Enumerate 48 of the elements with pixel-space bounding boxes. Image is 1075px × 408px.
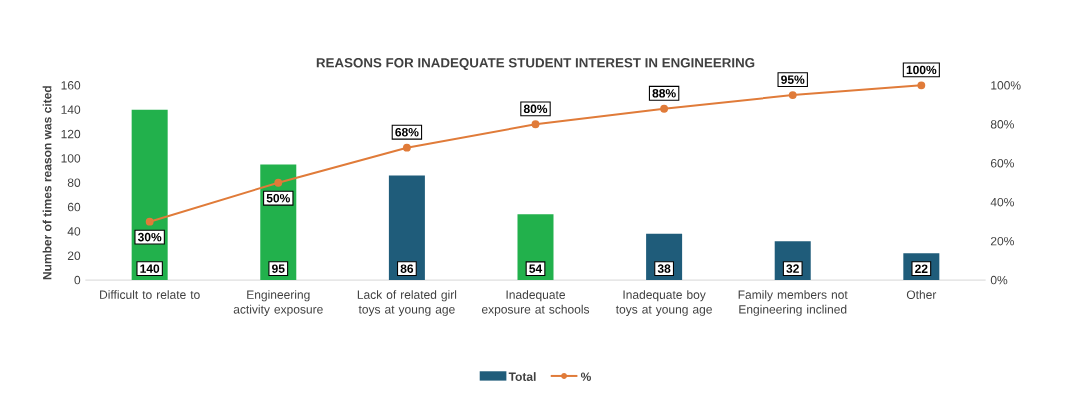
data-label: 86 bbox=[400, 264, 414, 273]
y2-tick-label: 60% bbox=[990, 158, 1014, 168]
y2-tick-label: 40% bbox=[990, 197, 1014, 207]
data-label: 38 bbox=[657, 264, 671, 273]
y-tick-label: 60 bbox=[67, 202, 81, 212]
data-label: 88% bbox=[652, 88, 676, 98]
y2-tick-label: 0% bbox=[990, 275, 1008, 285]
x-tick-label: Difficult to relate to bbox=[100, 290, 200, 299]
x-tick-label: Lack of related girl toys at young age bbox=[357, 290, 457, 316]
data-label: 80% bbox=[523, 104, 548, 114]
point bbox=[660, 104, 669, 113]
y2-tick-label: 100% bbox=[991, 81, 1021, 90]
point bbox=[917, 81, 926, 90]
y-tick-label: 80 bbox=[67, 178, 81, 187]
y-axis-title: Number of times reason was cited bbox=[42, 86, 52, 280]
data-label: 95 bbox=[272, 264, 285, 273]
point bbox=[274, 178, 283, 187]
y-tick-label: 0 bbox=[74, 275, 81, 285]
y-tick-label: 160 bbox=[61, 81, 81, 90]
y2-tick-label: 20% bbox=[990, 236, 1014, 246]
data-label: 30% bbox=[137, 232, 162, 242]
y-tick-label: 100 bbox=[61, 154, 81, 163]
data-label: 50% bbox=[266, 193, 290, 203]
x-tick-label: Inadequate exposure at schools bbox=[481, 290, 590, 316]
x-tick-label: Engineering activity exposure bbox=[233, 290, 323, 316]
y2-tick-label: 80% bbox=[990, 119, 1014, 129]
point bbox=[531, 120, 540, 129]
data-label: 140 bbox=[140, 264, 160, 273]
x-tick-label: Family members not Engineering inclined bbox=[738, 290, 848, 316]
data-label: 54 bbox=[529, 264, 543, 273]
legend-label: % bbox=[580, 372, 591, 381]
point bbox=[788, 91, 797, 99]
point bbox=[145, 217, 154, 226]
point bbox=[402, 143, 411, 152]
data-label: 32 bbox=[786, 264, 799, 273]
chart-title: REASONS FOR INADEQUATE STUDENT INTEREST IN ENGINEERING bbox=[316, 57, 755, 70]
x-tick-label: Inadequate boy toys at young age bbox=[615, 290, 712, 316]
data-label: 68% bbox=[395, 127, 419, 137]
data-label: 95% bbox=[781, 75, 805, 84]
data-label: 100% bbox=[906, 65, 937, 75]
y-tick-label: 140 bbox=[61, 105, 81, 114]
y-tick-label: 20 bbox=[67, 251, 81, 260]
data-label: 22 bbox=[915, 264, 928, 273]
bar bbox=[388, 175, 425, 281]
y-tick-label: 120 bbox=[61, 129, 81, 139]
x-tick-label: Other bbox=[906, 290, 937, 299]
y-tick-label: 40 bbox=[67, 227, 81, 236]
legend-label: Total bbox=[508, 372, 536, 381]
